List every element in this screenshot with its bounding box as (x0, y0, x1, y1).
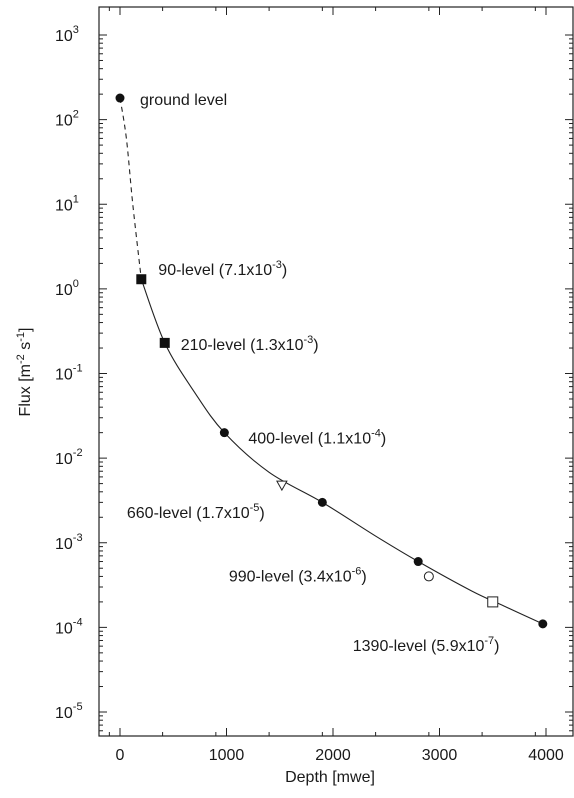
y-axis-label-end: ] (17, 328, 34, 332)
y-axis-label: Flux [m-2 s-1] (15, 328, 34, 417)
x-tick-label: 4000 (528, 747, 564, 764)
x-tick-label: 1000 (209, 747, 245, 764)
filled-circle-marker (413, 557, 423, 567)
y-axis-label-exp1: -2 (15, 354, 27, 364)
y-tick-label: 102 (55, 109, 79, 130)
point-label: 400-level (1.1x10-4) (248, 428, 386, 448)
y-tick-label: 100 (55, 278, 79, 299)
point-label: 990-level (3.4x10-6) (229, 565, 367, 585)
point-labels: ground level 90-level (7.1x10-3) 210-level… (127, 92, 500, 655)
x-tick-label: 2000 (315, 747, 351, 764)
y-tick-label: 103 (55, 24, 79, 45)
open-circle-marker (423, 571, 434, 582)
x-tick-label: 3000 (422, 747, 458, 764)
point-label: 1390-level (5.9x10-7) (353, 635, 500, 655)
x-tick-label: 0 (116, 747, 125, 764)
plot-frame (98, 6, 574, 737)
data-points (115, 93, 548, 629)
y-tick-label: 101 (55, 193, 79, 214)
point-label: ground level (140, 92, 227, 109)
filled-circle-marker (219, 428, 229, 438)
open-triangle-marker (276, 480, 288, 492)
filled-circle-marker (538, 619, 548, 629)
dashed-curve (119, 97, 142, 280)
y-tick-label: 10-4 (55, 616, 83, 637)
y-axis-label-exp2: -1 (15, 332, 27, 342)
y-axis-label-mid: s (17, 342, 34, 354)
y-tick-label: 10-5 (55, 701, 83, 722)
x-axis-label: Depth [mwe] (285, 769, 375, 786)
y-axis-label-base: Flux [m (17, 364, 34, 416)
point-label: 90-level (7.1x10-3) (158, 259, 287, 279)
point-label: 660-level (1.7x10-5) (127, 502, 265, 522)
fit-curves (119, 97, 544, 625)
filled-square-marker (159, 337, 170, 348)
point-label: 210-level (1.3x10-3) (181, 334, 319, 354)
y-tick-label: 10-2 (55, 447, 83, 468)
y-axis-ticks: 103 102 101 100 10-1 10-2 10-3 10-4 10-5 (55, 24, 573, 732)
filled-circle-marker (115, 93, 125, 103)
filled-square-marker (136, 274, 147, 285)
open-square-marker (487, 596, 499, 608)
x-axis-ticks: 0 1000 2000 3000 4000 (108, 7, 564, 764)
y-tick-label: 10-3 (55, 532, 83, 553)
y-tick-label: 10-1 (55, 363, 83, 384)
filled-circle-marker (317, 497, 327, 507)
